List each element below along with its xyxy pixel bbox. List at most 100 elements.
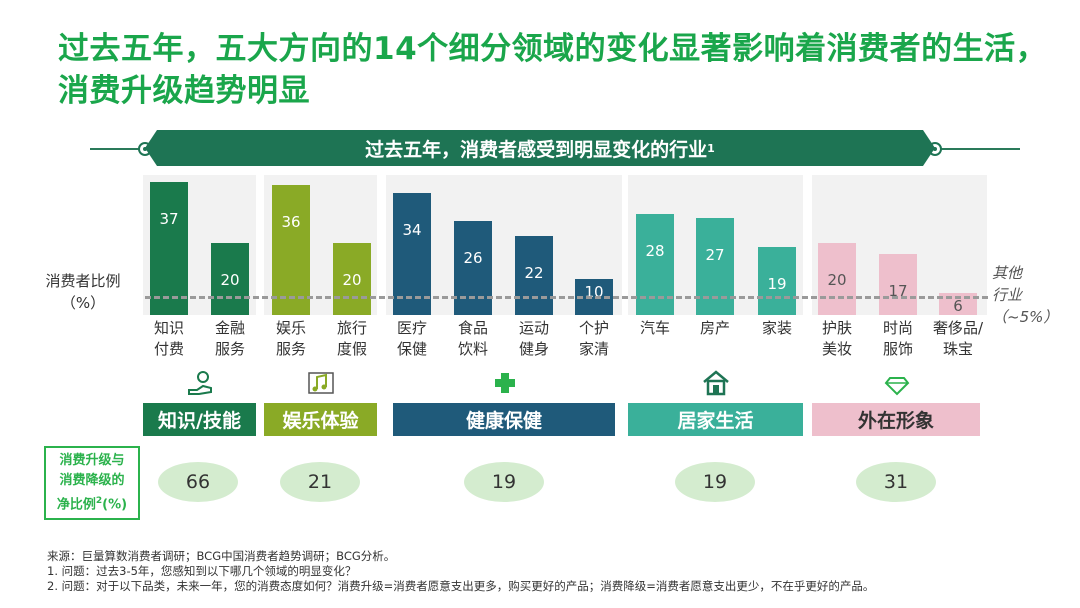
- net-label-line1: 消费升级与: [59, 453, 125, 468]
- category-label: 家装: [747, 318, 807, 339]
- page-title: 过去五年，五大方向的14个细分领域的变化显著影响着消费者的生活，消费升级趋势明显: [58, 31, 1048, 109]
- bar-6: [515, 235, 553, 315]
- bar-1: [211, 243, 249, 315]
- banner-left-line: [90, 148, 150, 150]
- bar-12: [879, 253, 917, 315]
- group-box: 知识/技能: [143, 403, 256, 436]
- category-label: 汽车: [625, 318, 685, 339]
- bar-value-label: 26: [463, 249, 483, 268]
- category-label-line: 服务: [214, 340, 245, 358]
- category-label-line: 房产: [699, 319, 730, 337]
- bar-10: [758, 246, 796, 315]
- bar-value-label: 6: [953, 297, 963, 316]
- category-label: 金融 服务: [200, 318, 260, 360]
- category-label: 护肤 美妆: [807, 318, 867, 360]
- net-label-line2: 消费降级的: [59, 473, 125, 488]
- bar-2: [272, 185, 310, 315]
- category-label-line: 时尚: [882, 319, 913, 337]
- category-label-line: 付费: [153, 340, 184, 358]
- category-label-line: 家清: [578, 340, 609, 358]
- bar-4: [393, 192, 431, 315]
- bar-value-label: 22: [524, 263, 544, 282]
- category-label-line: 奢侈品/: [932, 319, 984, 337]
- net-label-suffix: (%): [102, 497, 128, 513]
- category-label-line: 珠宝: [942, 340, 973, 358]
- music-note-icon: [306, 368, 336, 398]
- note-question-1: 1. 问题：过去3-5年，您感知到以下哪几个领域的明显变化？: [47, 564, 357, 578]
- category-label-line: 美妆: [821, 340, 852, 358]
- y-axis-label-line2: （%）: [60, 294, 106, 312]
- category-label: 知识 付费: [139, 318, 199, 360]
- net-label-line3: 净比例: [56, 497, 96, 513]
- category-label-line: 服饰: [882, 340, 913, 358]
- other-industries-reference-line: [145, 296, 988, 299]
- category-label-line: 保健: [396, 340, 427, 358]
- category-label: 旅行 度假: [322, 318, 382, 360]
- category-label: 食品 饮料: [443, 318, 503, 360]
- banner-footnote-mark: 1: [707, 141, 715, 155]
- bar-9: [696, 217, 734, 315]
- net-label-sup: 2: [95, 496, 103, 506]
- bar-value-label: 19: [767, 274, 787, 293]
- chart-banner: 过去五年，消费者感受到明显变化的行业 1: [145, 130, 935, 166]
- bar-value-label: 37: [159, 209, 179, 228]
- category-label-line: 食品: [457, 319, 488, 337]
- bar-value-label: 36: [281, 213, 301, 232]
- category-label: 时尚 服饰: [868, 318, 928, 360]
- banner-right-line: [930, 148, 1020, 150]
- net-ratio-oval: 21: [280, 462, 360, 502]
- knowledge-icon: [185, 368, 215, 398]
- bar-value-label: 20: [342, 271, 362, 289]
- group-box: 健康保健: [393, 403, 615, 436]
- other-label-line2: 行业: [992, 286, 1023, 304]
- net-ratio-oval: 19: [675, 462, 755, 502]
- category-label: 个护 家清: [564, 318, 624, 360]
- category-label-line: 金融: [214, 319, 245, 337]
- note-source: 来源：巨量算数消费者调研；BCG中国消费者趋势调研；BCG分析。: [47, 549, 396, 563]
- bar-5: [454, 221, 492, 315]
- bar-8: [636, 214, 674, 315]
- bar-0: [150, 181, 188, 315]
- bar-11: [818, 243, 856, 315]
- other-label-line3: （~5%）: [992, 308, 1059, 326]
- bar-value-label: 27: [705, 245, 725, 264]
- bar-value-label: 20: [220, 271, 240, 289]
- net-ratio-oval: 66: [158, 462, 238, 502]
- footnotes: 来源：巨量算数消费者调研；BCG中国消费者趋势调研；BCG分析。 1. 问题：过…: [47, 549, 874, 594]
- category-label-line: 护肤: [821, 319, 852, 337]
- category-label-line: 饮料: [457, 340, 488, 358]
- bar-value-label: 17: [888, 281, 908, 300]
- category-label-line: 汽车: [639, 319, 670, 337]
- banner-text: 过去五年，消费者感受到明显变化的行业: [365, 138, 708, 161]
- net-ratio-oval: 31: [856, 462, 936, 502]
- bar-value-label: 28: [645, 242, 665, 261]
- category-label-line: 个护: [578, 319, 609, 337]
- category-label-line: 服务: [275, 340, 306, 358]
- group-box: 外在形象: [812, 403, 980, 436]
- category-label: 娱乐 服务: [261, 318, 321, 360]
- category-label-line: 知识: [153, 319, 184, 337]
- other-industries-label: 其他 行业 （~5%）: [992, 262, 1062, 328]
- category-label-line: 度假: [336, 340, 367, 358]
- diamond-icon: [882, 368, 912, 398]
- bar-value-label: 34: [402, 220, 422, 239]
- category-label-line: 旅行: [336, 319, 367, 337]
- bar-value-label: 20: [827, 271, 847, 289]
- category-label-line: 运动: [518, 319, 549, 337]
- health-plus-icon: [490, 368, 520, 398]
- category-label-line: 家装: [761, 319, 792, 337]
- net-ratio-oval: 19: [464, 462, 544, 502]
- note-question-2: 2. 问题：对于以下品类，未来一年，您的消费态度如何？消费升级=消费者愿意支出更…: [47, 579, 875, 593]
- group-box: 娱乐体验: [264, 403, 377, 436]
- category-label: 奢侈品/珠宝: [928, 318, 988, 360]
- other-label-line1: 其他: [992, 264, 1023, 282]
- category-label: 医疗 保健: [382, 318, 442, 360]
- house-icon: [701, 368, 731, 398]
- category-label-line: 健身: [518, 340, 549, 358]
- bar-3: [333, 243, 371, 315]
- y-axis-label: 消费者比例 （%）: [28, 270, 138, 314]
- net-ratio-label: 消费升级与 消费降级的 净比例2(%): [44, 446, 140, 520]
- category-label-line: 医疗: [396, 319, 427, 337]
- category-label: 运动 健身: [504, 318, 564, 360]
- category-label: 房产: [685, 318, 745, 339]
